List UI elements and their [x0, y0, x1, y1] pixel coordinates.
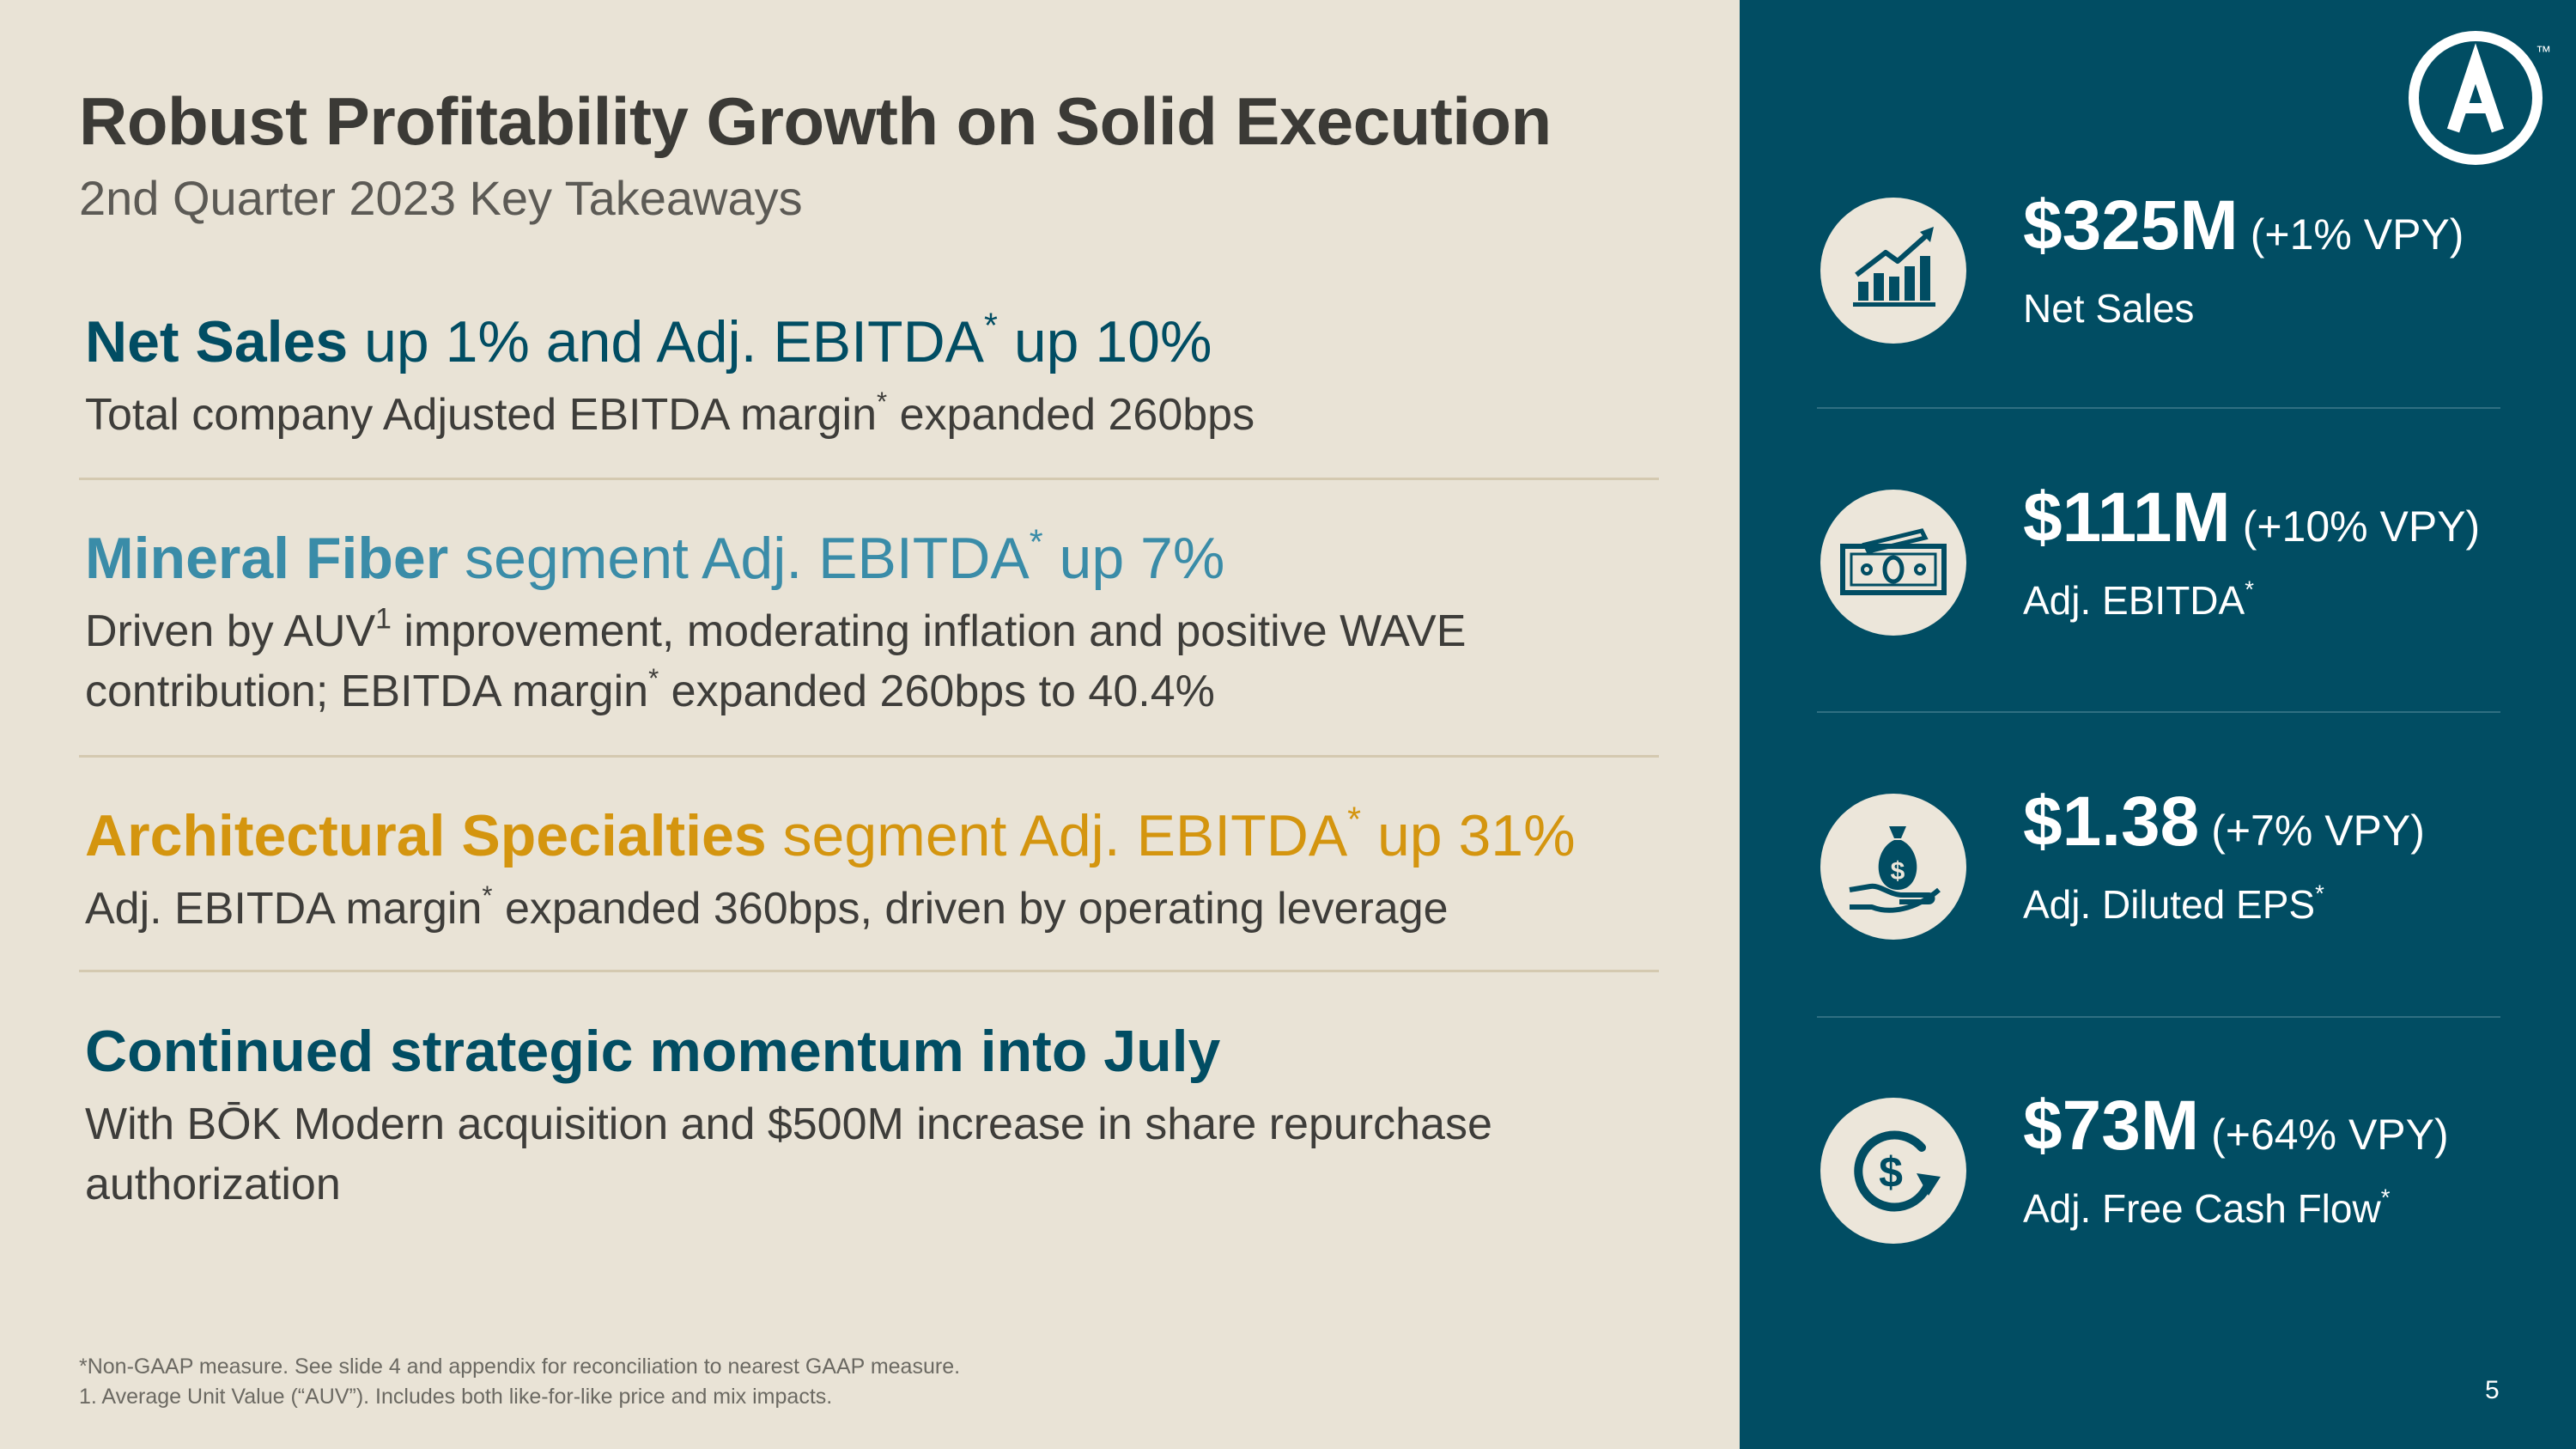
takeaway-architectural-specialties: Architectural Specialties segment Adj. E…	[85, 801, 1699, 939]
takeaway-body: Driven by AUV1 improvement, moderating i…	[85, 602, 1467, 716]
cash-bills-icon	[1820, 490, 1966, 636]
takeaway-net-sales: Net Sales up 1% and Adj. EBITDA* up 10% …	[85, 307, 1699, 445]
metric-value: $325M	[2023, 186, 2239, 265]
footnote-auv: 1. Average Unit Value (“AUV”). Includes …	[79, 1385, 833, 1409]
metric-divider	[1817, 1016, 2500, 1018]
page-title: Robust Profitability Growth on Solid Exe…	[79, 83, 1552, 159]
metric-divider	[1817, 407, 2500, 409]
metric-net-sales: $325M (+1% VPY) Net Sales	[1820, 186, 2542, 344]
metric-adj-diluted-eps: $ $1.38 (+7% VPY) Adj. Diluted EPS*	[1820, 782, 2542, 940]
metric-divider	[1817, 711, 2500, 713]
takeaway-heading: Mineral Fiber segment Adj. EBITDA* up 7%	[85, 521, 1225, 591]
metric-adj-ebitda: $111M (+10% VPY) Adj. EBITDA*	[1820, 478, 2542, 636]
svg-text:$: $	[1891, 857, 1905, 886]
dollar-cycle-icon: $	[1820, 1098, 1966, 1244]
metric-change: (+10% VPY)	[2242, 502, 2481, 551]
growth-chart-icon	[1820, 198, 1966, 344]
divider	[79, 970, 1659, 972]
trademark-mark: ™	[2536, 43, 2551, 60]
takeaway-heading: Architectural Specialties segment Adj. E…	[85, 799, 1576, 868]
takeaway-mineral-fiber: Mineral Fiber segment Adj. EBITDA* up 7%…	[85, 524, 1699, 721]
metric-adj-free-cash-flow: $ $73M (+64% VPY) Adj. Free Cash Flow*	[1820, 1087, 2542, 1244]
metric-value: $1.38	[2023, 782, 2200, 861]
metric-label: Adj. EBITDA*	[2023, 575, 2254, 623]
divider	[79, 755, 1659, 758]
takeaway-heading: Net Sales up 1% and Adj. EBITDA* up 10%	[85, 305, 1212, 374]
metric-value: $73M	[2023, 1087, 2200, 1165]
footnote-non-gaap: *Non-GAAP measure. See slide 4 and appen…	[79, 1355, 961, 1379]
takeaway-body: Adj. EBITDA margin* expanded 360bps, dri…	[85, 880, 1449, 934]
metric-label: Net Sales	[2023, 286, 2195, 331]
takeaway-heading: Continued strategic momentum into July	[85, 1019, 1221, 1084]
content-panel	[0, 0, 1740, 1449]
metric-change: (+64% VPY)	[2211, 1111, 2449, 1159]
company-logo: ™	[2409, 26, 2551, 165]
armstrong-logo-icon	[2409, 31, 2543, 165]
svg-text:$: $	[1879, 1148, 1903, 1196]
takeaway-body: Total company Adjusted EBITDA margin* ex…	[85, 386, 1255, 440]
page-subtitle: 2nd Quarter 2023 Key Takeaways	[79, 171, 803, 225]
takeaway-body: With BŌK Modern acquisition and $500M in…	[85, 1099, 1492, 1209]
money-bag-hand-icon: $	[1820, 794, 1966, 940]
metric-change: (+1% VPY)	[2250, 210, 2464, 259]
takeaway-strategic-momentum: Continued strategic momentum into July W…	[85, 1017, 1699, 1215]
metric-label: Adj. Free Cash Flow*	[2023, 1184, 2391, 1231]
metric-label: Adj. Diluted EPS*	[2023, 880, 2324, 927]
page-number: 5	[2485, 1376, 2500, 1404]
divider	[79, 478, 1659, 480]
metric-change: (+7% VPY)	[2211, 807, 2425, 855]
metric-value: $111M	[2023, 478, 2231, 557]
